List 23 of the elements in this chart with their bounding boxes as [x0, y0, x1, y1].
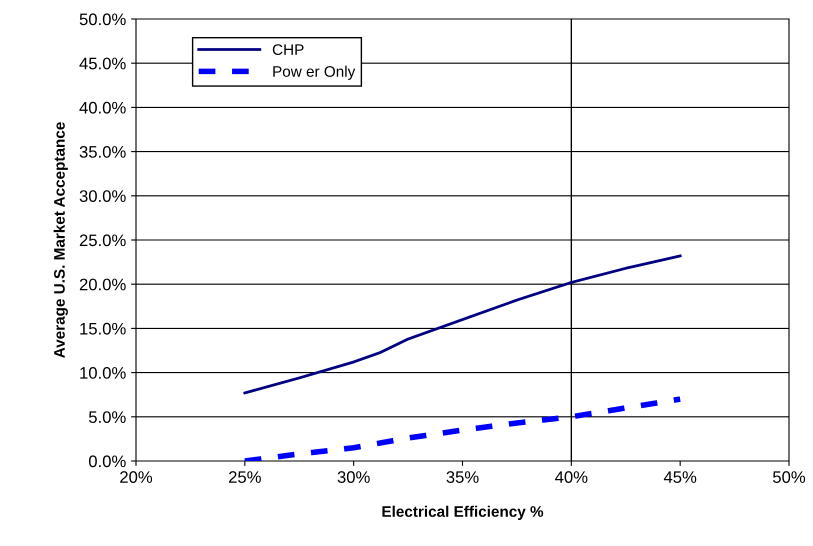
x-tick-label: 20% [120, 471, 152, 483]
legend-label: Pow er Only [273, 66, 356, 80]
x-tick-label: 35% [446, 471, 479, 483]
y-tick-label: 30.0% [80, 190, 126, 202]
y-tick-label: 25.0% [80, 234, 126, 246]
y-tick-label: 15.0% [80, 322, 126, 335]
x-axis-title: Electrical Efficiency % [382, 506, 544, 520]
x-tick-label: 30% [338, 471, 370, 483]
y-tick-label: 40.0% [79, 102, 126, 114]
x-tick-label: 50% [772, 471, 806, 483]
y-tick-label: 35.0% [80, 146, 126, 158]
y-tick-label: 10.0% [80, 367, 126, 379]
x-tick-label: 40% [555, 471, 588, 483]
y-tick-label: 20.0% [80, 278, 126, 290]
legend-label: CHP [272, 44, 304, 56]
y-tick-label: 5.0% [88, 411, 126, 424]
y-tick-label: 0.0% [88, 455, 126, 468]
y-axis-title: Average U.S. Market Acceptance [54, 122, 68, 358]
x-tick-label: 25% [228, 471, 261, 483]
line-series [243, 254, 682, 394]
x-tick-label: 45% [664, 471, 696, 483]
y-tick-label: 50.0% [80, 13, 126, 26]
y-tick-label: 45.0% [79, 58, 126, 70]
